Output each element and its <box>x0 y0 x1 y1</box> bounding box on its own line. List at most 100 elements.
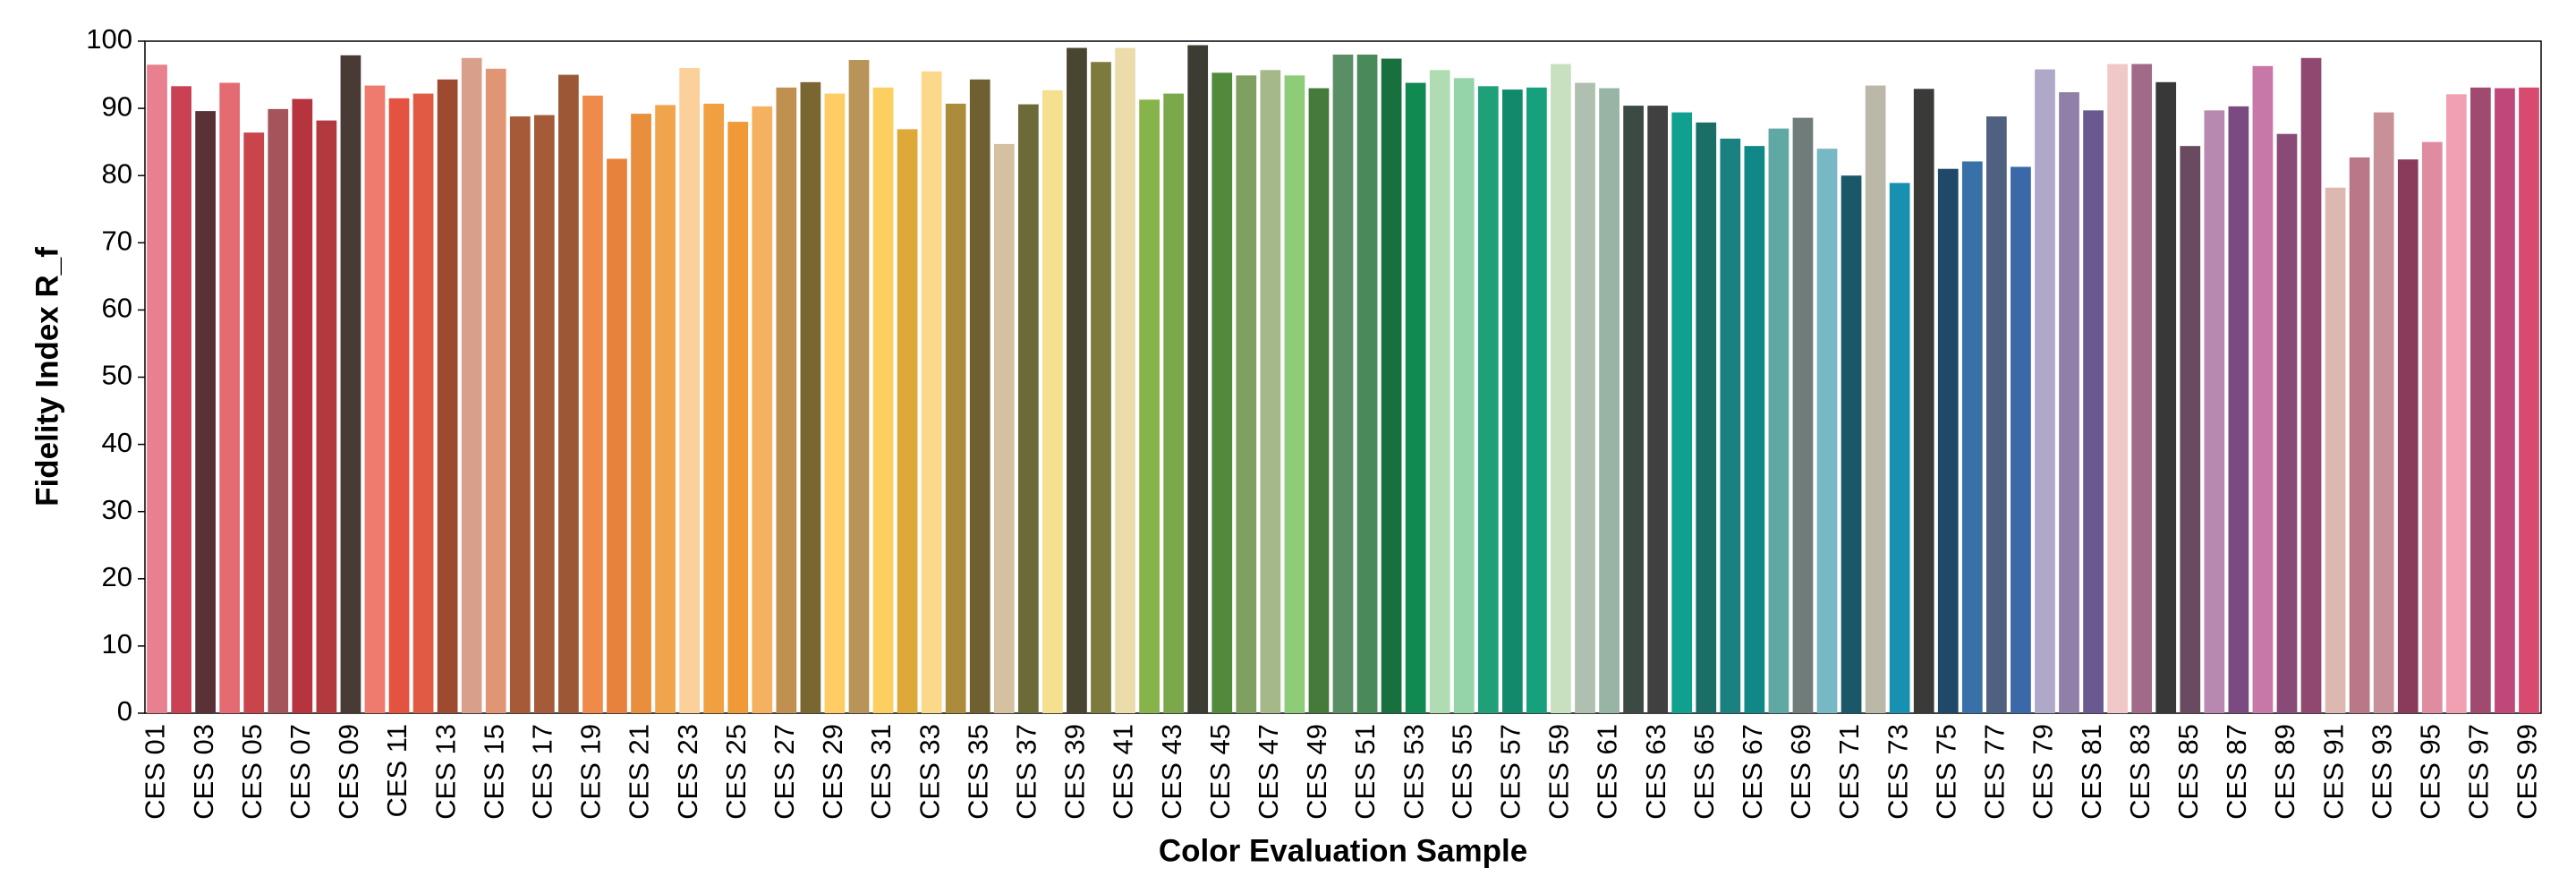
bar <box>437 79 458 713</box>
x-tick-label: CES 59 <box>1543 724 1575 820</box>
bar <box>945 103 966 713</box>
bar <box>1913 89 1934 714</box>
x-tick-label: CES 39 <box>1059 724 1091 820</box>
y-axis-title: Fidelity Index R_f <box>30 247 64 506</box>
bar <box>969 79 990 713</box>
y-tick-label: 80 <box>102 157 132 189</box>
bar <box>2276 133 2298 713</box>
bar <box>1744 146 1765 713</box>
x-tick-label: CES 87 <box>2221 724 2252 820</box>
bar <box>1356 55 1378 713</box>
x-tick-label: CES 63 <box>1640 724 1671 820</box>
bar <box>388 98 410 713</box>
x-tick-label: CES 99 <box>2512 724 2543 820</box>
bar <box>1091 62 1111 713</box>
bar <box>1816 149 1838 713</box>
x-tick-label: CES 15 <box>478 724 509 820</box>
x-tick-label: CES 95 <box>2414 724 2445 820</box>
bar <box>533 115 555 714</box>
bar <box>1042 89 1063 713</box>
bar <box>340 55 361 714</box>
bar <box>219 82 241 713</box>
bar <box>2035 69 2055 714</box>
bar <box>921 71 942 714</box>
bar <box>993 143 1015 713</box>
x-tick-label: CES 37 <box>1011 724 1042 820</box>
bar <box>1671 112 1693 713</box>
bar <box>1453 78 1475 714</box>
bar <box>1647 106 1669 713</box>
x-tick-label: CES 43 <box>1156 724 1187 820</box>
bar <box>897 129 918 714</box>
x-tick-label: CES 05 <box>236 724 268 820</box>
x-tick-label: CES 01 <box>140 724 171 820</box>
x-tick-label: CES 89 <box>2269 724 2300 820</box>
x-tick-label: CES 75 <box>1930 724 1961 820</box>
bar <box>848 60 870 713</box>
x-tick-label: CES 61 <box>1592 724 1623 820</box>
x-tick-label: CES 07 <box>285 724 316 820</box>
bar <box>2519 87 2539 714</box>
bar <box>316 120 337 714</box>
bar <box>2397 159 2419 713</box>
y-tick-label: 10 <box>102 628 132 659</box>
bar <box>2495 88 2515 713</box>
bar <box>679 68 700 714</box>
bar <box>1623 106 1644 713</box>
bar <box>364 85 386 714</box>
bar <box>872 87 894 714</box>
x-tick-label: CES 73 <box>1882 724 1913 820</box>
bar <box>1792 117 1814 713</box>
y-tick-label: 40 <box>102 427 132 458</box>
bar <box>2180 146 2201 713</box>
bar <box>1017 104 1039 714</box>
bar <box>1768 128 1790 713</box>
bar <box>461 57 482 713</box>
bar <box>727 122 749 713</box>
bar <box>1986 116 2007 713</box>
x-tick-label: CES 41 <box>1108 724 1139 820</box>
x-tick-label: CES 69 <box>1785 724 1816 820</box>
bar <box>1405 82 1426 713</box>
bar <box>1429 70 1450 714</box>
bar <box>1284 75 1305 713</box>
y-tick-label: 30 <box>102 494 132 525</box>
x-tick-label: CES 27 <box>769 724 800 820</box>
x-tick-label: CES 57 <box>1495 724 1526 820</box>
x-tick-label: CES 47 <box>1253 724 1284 820</box>
bar <box>752 106 773 714</box>
bar <box>1865 85 1886 714</box>
bar <box>1477 86 1499 713</box>
x-tick-label: CES 83 <box>2124 724 2155 820</box>
x-tick-label: CES 11 <box>381 724 412 818</box>
bar <box>776 87 797 714</box>
bar <box>1961 161 1983 713</box>
y-tick-label: 20 <box>102 561 132 592</box>
bar <box>2107 64 2128 713</box>
bar <box>1115 47 1135 713</box>
x-tick-label: CES 79 <box>2028 724 2059 820</box>
x-tick-label: CES 23 <box>672 724 703 820</box>
bar <box>1381 58 1402 713</box>
bar <box>2325 187 2346 713</box>
bar <box>1696 122 1717 714</box>
bar <box>2300 57 2322 713</box>
bar <box>1308 88 1330 713</box>
bar <box>1187 45 1209 714</box>
bar <box>243 132 265 714</box>
x-tick-label: CES 91 <box>2317 724 2349 820</box>
bar <box>509 116 531 713</box>
y-tick-label: 70 <box>102 225 132 256</box>
x-tick-label: CES 19 <box>575 724 607 820</box>
x-tick-label: CES 17 <box>527 724 558 820</box>
x-tick-label: CES 55 <box>1446 724 1477 820</box>
x-tick-label: CES 29 <box>817 724 848 820</box>
x-tick-label: CES 09 <box>333 724 364 820</box>
bar <box>2445 94 2467 714</box>
bar <box>1575 82 1595 713</box>
bar <box>2131 64 2153 713</box>
bar <box>703 103 725 713</box>
x-tick-label: CES 21 <box>624 724 655 820</box>
x-tick-label: CES 81 <box>2076 724 2107 820</box>
